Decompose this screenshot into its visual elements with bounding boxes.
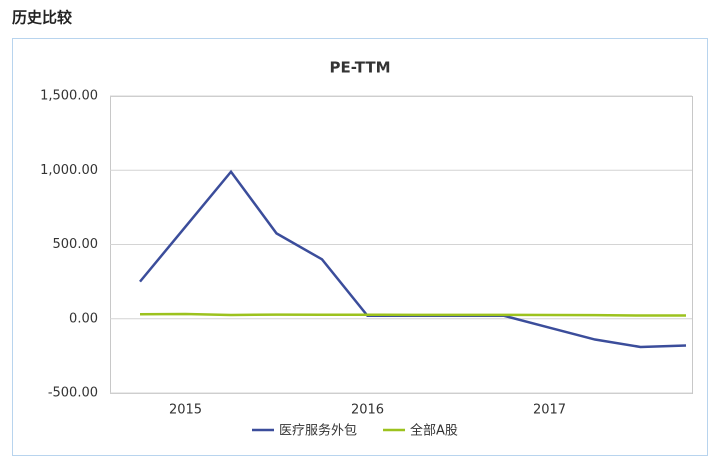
x-tick-label: 2017 bbox=[533, 403, 566, 418]
legend-label: 医疗服务外包 bbox=[279, 423, 357, 439]
y-tick-label: 0.00 bbox=[69, 311, 98, 326]
legend-label: 全部A股 bbox=[410, 423, 458, 439]
series-line bbox=[139, 312, 686, 317]
x-tick-label: 2016 bbox=[351, 403, 384, 418]
y-tick-label: 1,500.00 bbox=[40, 89, 98, 104]
x-tick-label: 2015 bbox=[169, 403, 202, 418]
y-tick-label: 500.00 bbox=[53, 237, 99, 252]
y-tick-label: -500.00 bbox=[48, 386, 98, 401]
chart-title: PE-TTM bbox=[330, 59, 391, 77]
y-tick-label: 1,000.00 bbox=[40, 163, 98, 178]
header-title: 历史比较 bbox=[12, 9, 72, 27]
panel bbox=[12, 38, 708, 456]
